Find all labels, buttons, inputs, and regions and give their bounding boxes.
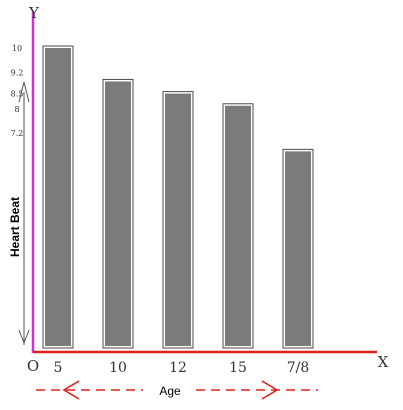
x-tick-labels: 5 10 12 15 7/8: [54, 360, 310, 376]
age-dashed-arrow: [36, 380, 318, 400]
y-tick-label: 7.2: [11, 129, 24, 138]
y-axis-title: Heart Beat: [8, 197, 22, 257]
origin-label: O: [27, 357, 39, 375]
bars-layer: [42, 45, 314, 349]
bar-7-8: [282, 148, 314, 349]
x-tick-label: 15: [229, 360, 247, 376]
x-tick-label: 12: [169, 360, 187, 376]
y-tick-label: 10: [12, 44, 22, 53]
bar-15: [222, 103, 254, 349]
y-axis-letter: Y: [28, 4, 40, 22]
bar-5: [42, 45, 74, 349]
pencil-arrow-up: [18, 81, 30, 345]
x-axis-letter: X: [378, 353, 389, 371]
x-axis-title: Age: [159, 384, 181, 398]
y-tick-labels: 10 9.2 8.5 8 7.2: [11, 44, 24, 138]
y-tick-label: 8.5: [11, 90, 24, 99]
x-tick-label: 10: [109, 360, 127, 376]
bar-10: [102, 78, 134, 349]
y-tick-label: 9.2: [11, 68, 24, 77]
bar-12: [162, 91, 194, 349]
y-tick-label: 8: [14, 105, 19, 114]
x-tick-label: 7/8: [287, 360, 310, 376]
x-tick-label: 5: [54, 360, 63, 376]
